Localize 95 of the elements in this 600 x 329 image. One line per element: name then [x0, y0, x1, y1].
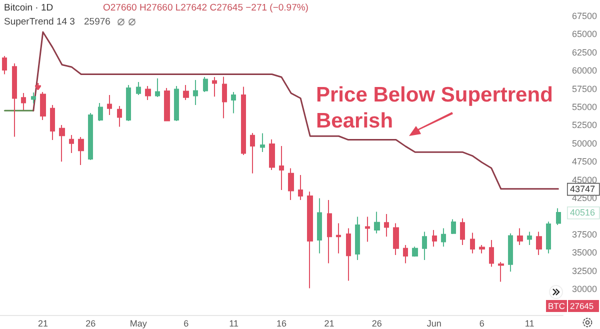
candlestick [412, 246, 418, 258]
candlestick [517, 228, 523, 246]
y-tick-label: 55000 [572, 102, 598, 112]
candlestick [527, 231, 532, 246]
y-tick-label: 50000 [572, 138, 598, 148]
y-tick-label: 45000 [572, 174, 598, 185]
y-tick-label: 57500 [572, 84, 598, 94]
candlestick [441, 228, 446, 248]
candlestick [355, 216, 360, 260]
candlestick [489, 240, 494, 268]
y-tick-label: 52500 [572, 120, 598, 130]
x-tick-label: 11 [524, 318, 534, 328]
annotation: Price Below Supertrend Bearish [316, 84, 559, 132]
candlestick [279, 146, 284, 190]
candlestick [2, 56, 7, 75]
candlestick [241, 86, 246, 156]
annotation: 25976 [84, 16, 110, 28]
y-tick-label: 62500 [572, 47, 598, 58]
candlestick [546, 221, 551, 254]
x-tick-label: 6 [184, 318, 189, 328]
candlestick [78, 136, 84, 166]
candlestick [117, 105, 122, 128]
candlestick [498, 262, 504, 282]
candlestick [432, 229, 437, 248]
x-tick-label: 16 [276, 318, 286, 328]
candlestick [59, 124, 65, 162]
candlestick [212, 76, 217, 98]
y-tick-label: 30000 [572, 284, 598, 294]
candlestick [298, 174, 303, 200]
text: 40516 [570, 207, 596, 218]
candlestick [193, 79, 198, 106]
candlestick [317, 198, 322, 254]
candlestick [164, 88, 170, 122]
candlestick [451, 218, 456, 234]
candlestick [136, 82, 141, 96]
candlestick [393, 222, 399, 256]
y-tick-label: 42500 [572, 193, 598, 204]
candlestick [222, 76, 227, 119]
x-tick-label: 11 [229, 318, 238, 328]
x-tick-label: 26 [86, 318, 96, 328]
candlestick [69, 134, 74, 154]
text: 27645 [570, 301, 594, 311]
annotation: SuperTrend 14 3 [4, 16, 75, 28]
candlestick [307, 191, 313, 289]
candlestick [12, 62, 17, 138]
candlestick [508, 232, 513, 272]
candlestick [346, 228, 351, 282]
candlestick [107, 94, 112, 116]
candlestick [21, 92, 26, 110]
x-tick-label: Jun [426, 318, 442, 328]
candlestick [183, 84, 189, 101]
candlestick [374, 211, 380, 234]
candlestick [365, 216, 370, 242]
candlestick [88, 112, 93, 161]
text: O27660 H27660 L27642 C27645 −271 (−0.97%) [103, 2, 308, 14]
x-tick-label: 21 [38, 318, 48, 328]
y-tick-label: 67500 [572, 11, 598, 21]
candlestick [479, 244, 485, 254]
candlestick [174, 85, 179, 122]
x-tick-label: 21 [324, 318, 334, 328]
candlestick [336, 222, 341, 254]
candlestick [288, 168, 294, 200]
candlestick [231, 92, 236, 114]
candlestick [422, 231, 427, 260]
y-tick-label: 37500 [572, 229, 598, 240]
x-tick-label: May [130, 318, 148, 328]
annotation: BTC [548, 301, 565, 311]
candlestick [327, 199, 332, 264]
candlestick [31, 92, 36, 104]
chart-title: Bitcoin · 1D [4, 2, 54, 14]
y-tick-label: 35000 [572, 248, 598, 258]
candlestick [470, 232, 475, 254]
candlestick [50, 104, 55, 140]
candlestick [403, 244, 408, 264]
y-tick-label: 65000 [572, 29, 598, 40]
candlestick [556, 208, 561, 226]
candlestick [155, 78, 160, 98]
candlestick [250, 132, 255, 174]
x-tick-label: 26 [372, 318, 382, 328]
candlestick [269, 138, 275, 170]
candlestick [536, 231, 542, 256]
candlestick [460, 218, 465, 246]
x-tick-label: 6 [479, 318, 484, 328]
y-tick-label: 60000 [572, 66, 598, 76]
candlestick [40, 92, 46, 120]
y-tick-label: 47500 [572, 156, 598, 167]
text: 43747 [570, 184, 596, 194]
candlestick [98, 102, 103, 122]
candlestick [126, 84, 131, 122]
candlestick [260, 132, 265, 152]
y-tick-label: 32500 [572, 266, 598, 276]
line-series [32, 31, 559, 190]
candlestick [384, 214, 389, 238]
candlestick [203, 76, 208, 93]
candlestick [145, 85, 151, 101]
